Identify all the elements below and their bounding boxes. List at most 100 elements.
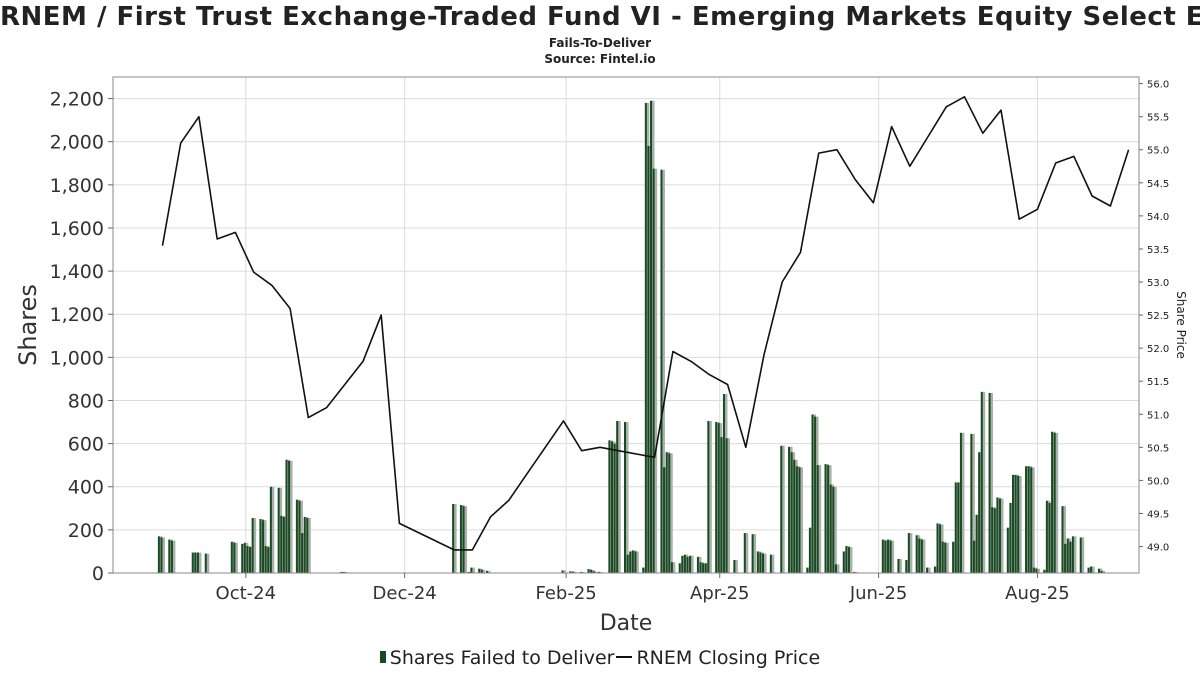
ftd-bar-shade [763,553,767,573]
y-tick-label: 600 [68,434,104,456]
ftd-bar [590,569,593,573]
ftd-bar-shade [482,569,486,573]
ftd-bar [853,571,856,573]
ftd-bar-shade [1018,475,1022,573]
ftd-bar [571,571,574,573]
ftd-bar [241,543,244,573]
ftd-bar [579,571,582,573]
ftd-bar [957,482,960,573]
ftd-bar [845,546,848,573]
ftd-bar [907,533,910,573]
ftd-bar-shade [654,168,658,574]
ftd-bar [944,542,947,573]
ftd-bar-shade [1081,537,1085,573]
ftd-bar [720,437,723,573]
ftd-bar-shade [453,503,457,573]
ftd-bar [884,540,887,573]
ftd-bar-shade [971,433,975,573]
ftd-bar-shade [471,567,475,573]
ftd-bar [696,556,699,573]
ftd-bar [196,552,199,573]
ftd-bar [459,505,462,573]
ftd-bar [991,507,994,573]
ftd-bar [717,423,720,573]
ftd-bar-shade [253,518,257,573]
ftd-bar-shade [1102,570,1106,573]
y-tick-label: 2,200 [50,89,104,111]
legend-bar-swatch [379,651,386,663]
ftd-bar-shade [727,438,731,573]
ftd-bar-shade [771,554,775,573]
ftd-bar [267,547,270,573]
ftd-bar-shade [734,560,738,573]
ftd-bar [816,465,819,573]
ftd-bar [959,432,962,573]
ftd-bar [480,569,483,573]
x-tick-label: Dec-24 [373,583,437,604]
ftd-bar [769,554,772,573]
ftd-bar [282,516,285,573]
ftd-bar [954,482,957,573]
ftd-bar-shade [669,453,673,573]
y-tick-label: 1,800 [50,175,104,197]
ftd-bar-shade [898,558,902,573]
y-tick-label: 2,000 [50,132,104,154]
chart-source: Source: Fintel.io [544,52,656,66]
x-tick-label: Apr-25 [690,583,749,604]
ftd-bar [624,422,626,573]
ftd-bar-shade [945,542,949,573]
ftd-bar [829,484,832,573]
ftd-bar [629,551,632,573]
ftd-bar [262,520,265,573]
ftd-bar [285,459,288,573]
ftd-bar [905,560,908,573]
ftd-bar [1048,502,1051,573]
ftd-bar [1014,474,1017,573]
ftd-bar-shade [961,432,965,573]
y2-tick-label: 51.0 [1147,410,1169,421]
y-tick-label: 1,600 [50,218,104,240]
ftd-bar-shade [990,392,994,573]
ftd-bar-shade [344,571,348,573]
ftd-bar [1069,541,1072,573]
ftd-bar [733,560,736,573]
x-tick-label: Jun-25 [849,583,908,604]
ftd-bar [811,414,814,573]
ftd-bar-shade [635,551,639,573]
ftd-bar [616,420,619,573]
ftd-bar [288,460,291,573]
ftd-bar [970,433,973,573]
y2-tick-label: 51.5 [1147,377,1169,388]
chart-subtitle: Fails-To-Deliver [548,36,652,50]
ftd-bar [832,486,835,573]
y2-tick-label: 50.5 [1147,443,1169,454]
y2-tick-label: 54.0 [1147,212,1169,223]
ftd-bar [1066,538,1069,573]
ftd-bar [277,487,280,573]
ftd-bar [780,445,783,573]
ftd-bar [462,506,465,573]
ftd-bar [301,533,304,573]
ftd-bar [452,503,455,573]
ftd-bar [168,539,171,573]
ftd-bar [788,446,791,573]
ftd-bar [259,519,262,573]
ftd-bar-shade [982,391,986,573]
ftd-bar [1027,466,1030,573]
ftd-bar-shade [198,552,202,573]
ftd-bar [660,169,663,573]
ftd-bar [243,542,246,573]
y2-axis-title: Share Price [1174,291,1188,359]
x-axis-title: Date [600,611,653,636]
ftd-bar [1012,474,1015,573]
ftd-bar [298,500,301,573]
ftd-bar [1006,527,1009,573]
ftd-bar [249,547,252,573]
ftd-bar [824,464,827,573]
ftd-bar [887,539,890,573]
legend-line-swatch [616,656,633,658]
y-tick-label: 1,400 [50,261,104,283]
ftd-bar [647,146,650,573]
ftd-bar [587,569,590,573]
